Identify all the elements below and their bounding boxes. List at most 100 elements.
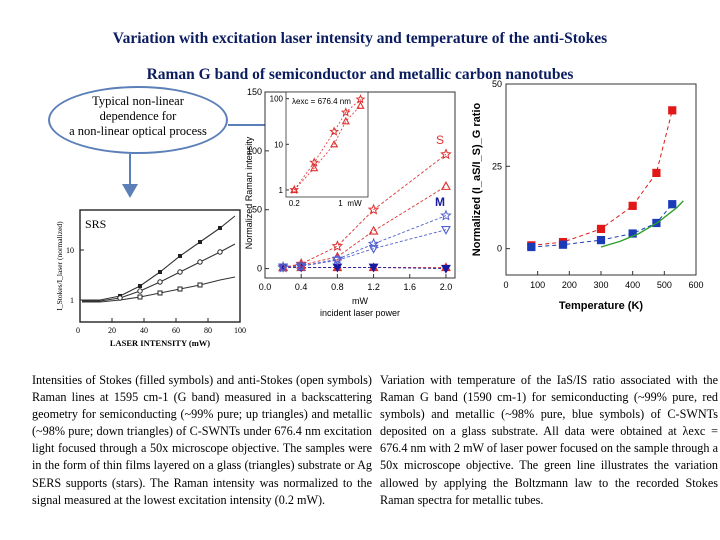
x-tick-label: 1.2 xyxy=(367,282,380,292)
data-point xyxy=(367,203,380,215)
x-tick-label: 400 xyxy=(625,280,640,290)
data-point xyxy=(367,237,380,249)
data-point xyxy=(329,126,340,136)
y-tick-label: 50 xyxy=(492,79,502,89)
inset-series-line xyxy=(294,105,361,191)
x-tick-label: 0.0 xyxy=(259,282,272,292)
callout-line: Typical non-linear xyxy=(92,94,184,108)
caption-left: Intensities of Stokes (filled symbols) a… xyxy=(32,373,372,507)
data-point xyxy=(368,225,379,235)
srs-x-tick: 80 xyxy=(204,326,212,335)
srs-x-tick: 0 xyxy=(76,326,80,335)
x-tick-label: 0.4 xyxy=(295,282,308,292)
inset-frame xyxy=(285,91,369,198)
x-tick-label: 500 xyxy=(657,280,672,290)
x-axis-label: mW xyxy=(352,296,368,306)
data-point xyxy=(341,116,350,125)
y-axis-label: Normalized Raman intensity xyxy=(244,136,254,249)
srs-x-label: LASER INTENSITY (mW) xyxy=(110,338,210,348)
data-point xyxy=(290,185,299,194)
callout-line: a non-linear optical process xyxy=(69,124,207,138)
x-tick-label: 200 xyxy=(562,280,577,290)
data-point xyxy=(558,240,568,249)
inset-label: λexc = 676.4 nm xyxy=(292,97,351,106)
callout-text: Typical non-linear dependence for a non-… xyxy=(48,94,228,139)
boltzmann-line xyxy=(600,200,684,248)
callout-line: dependence for xyxy=(99,109,177,123)
page-title-line2: Raman G band of semiconductor and metall… xyxy=(146,66,574,83)
srs-x-tick: 40 xyxy=(140,326,148,335)
x-axis-label: Temperature (K) xyxy=(559,300,643,312)
srs-x-tick: 20 xyxy=(108,326,116,335)
srs-x-tick: 100 xyxy=(234,326,246,335)
data-point xyxy=(289,184,300,195)
data-point xyxy=(356,101,365,109)
srs-x-tick: 60 xyxy=(172,326,180,335)
x-tick-label: 600 xyxy=(688,280,703,290)
series-label-S: S xyxy=(436,133,444,147)
data-point xyxy=(628,229,637,238)
inset-x-tick: 1 xyxy=(338,199,343,208)
data-point xyxy=(596,224,606,233)
series-line xyxy=(531,110,673,246)
data-point xyxy=(527,242,536,252)
data-point xyxy=(331,253,344,265)
data-point xyxy=(628,201,637,210)
y-tick-label: 25 xyxy=(492,161,502,171)
data-point xyxy=(440,148,452,160)
data-point xyxy=(295,260,308,272)
data-point xyxy=(329,139,339,148)
data-point xyxy=(355,94,366,104)
y-tick-label: 0 xyxy=(257,264,262,274)
x-tick-label: 2.0 xyxy=(440,282,453,292)
inset-y-tick: 100 xyxy=(270,95,284,104)
data-point xyxy=(368,263,379,273)
srs-y-label: I_Stokes/I_laser (normalized) xyxy=(55,221,64,311)
data-point xyxy=(440,209,452,221)
series-label-M: M xyxy=(435,195,445,209)
page-title-line1: Variation with excitation laser intensit… xyxy=(112,30,608,47)
inset-y-tick: 1 xyxy=(279,186,284,195)
inset-x-tick: 0.2 xyxy=(289,199,301,208)
data-point xyxy=(340,107,351,117)
y-tick-label: 100 xyxy=(247,146,262,156)
inset-x-unit: mW xyxy=(347,199,362,208)
x-axis-label-2: incident laser power xyxy=(320,308,400,318)
raman-intensity-chart: 0.0 0.4 0.8 1.2 1.6 2.0 0 50 100 150 mW incident la… xyxy=(244,87,456,318)
data-point xyxy=(331,240,344,252)
data-point xyxy=(668,106,677,115)
series-line xyxy=(283,154,447,268)
data-point xyxy=(277,261,289,273)
x-tick-label: 100 xyxy=(530,280,545,290)
data-point xyxy=(368,244,379,254)
series-line xyxy=(283,266,447,270)
y-tick-label: 150 xyxy=(247,87,262,97)
x-tick-label: 300 xyxy=(593,280,608,290)
data-point xyxy=(652,168,661,178)
srs-label: SRS xyxy=(85,217,106,231)
srs-y-tick: 1 xyxy=(70,296,74,305)
data-point xyxy=(332,251,343,261)
callout-oval xyxy=(48,86,228,154)
data-point xyxy=(441,181,451,190)
y-tick-label: 50 xyxy=(252,205,262,215)
inset-y-tick: 10 xyxy=(274,140,283,149)
series-line xyxy=(531,203,673,248)
data-point xyxy=(596,235,606,245)
data-point xyxy=(295,257,308,269)
x-tick-label: 0 xyxy=(503,280,508,290)
caption-right: Variation with temperature of the IaS/IS… xyxy=(380,373,718,507)
data-point xyxy=(441,225,451,235)
ratio-temperature-chart: 0 100 200 300 400 500 600 0 25 50 Temperature (K) N… xyxy=(471,79,704,312)
data-point xyxy=(441,264,451,274)
data-point xyxy=(668,200,677,209)
srs-frame xyxy=(79,209,241,323)
srs-y-tick: 10 xyxy=(66,246,74,255)
y-tick-label: 0 xyxy=(497,244,502,254)
x-tick-label: 1.6 xyxy=(404,282,417,292)
data-point xyxy=(310,163,319,172)
x-tick-label: 0.8 xyxy=(331,282,344,292)
y-axis-label: Normalized (I_aS/I_S)_G ratio xyxy=(471,103,483,257)
series-line xyxy=(283,215,447,268)
srs-figure: SRS 0 20 40 60 80 100 1 10 LASER INTENSI… xyxy=(30,150,252,360)
